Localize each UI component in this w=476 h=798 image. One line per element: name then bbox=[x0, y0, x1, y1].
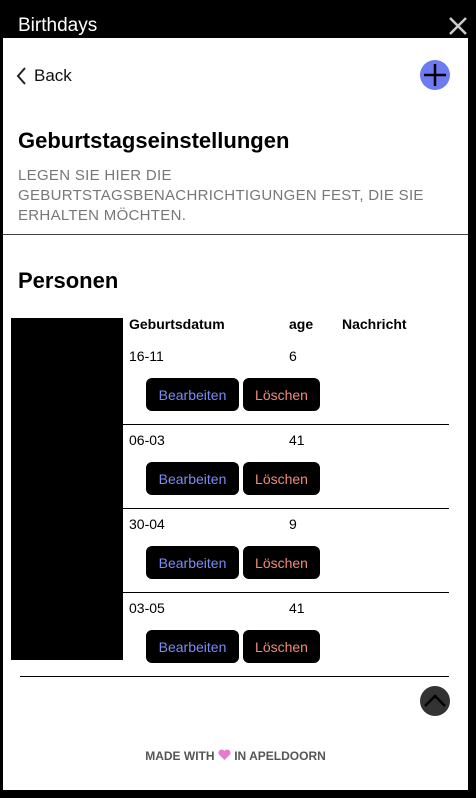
row-divider bbox=[20, 676, 449, 677]
close-button[interactable] bbox=[448, 16, 468, 36]
add-button[interactable] bbox=[419, 59, 451, 91]
footer-text: IN APELDOORN bbox=[234, 749, 326, 763]
edit-button[interactable]: Bearbeiten bbox=[146, 546, 239, 579]
delete-button[interactable]: Löschen bbox=[243, 546, 320, 579]
edit-button[interactable]: Bearbeiten bbox=[146, 630, 239, 663]
date-cell: 30-04 bbox=[129, 516, 165, 532]
row-divider bbox=[123, 508, 449, 509]
section-title: Personen bbox=[18, 268, 119, 293]
age-cell: 41 bbox=[289, 600, 305, 616]
footer: MADE WITH IN APELDOORN bbox=[3, 749, 468, 763]
column-header: Geburtsdatum bbox=[129, 316, 225, 332]
delete-button[interactable]: Löschen bbox=[243, 462, 320, 495]
divider bbox=[3, 234, 468, 235]
back-link[interactable]: Back bbox=[34, 66, 72, 85]
age-cell: 6 bbox=[289, 348, 297, 364]
edit-button[interactable]: Bearbeiten bbox=[146, 462, 239, 495]
redacted-names bbox=[11, 318, 123, 660]
heart-icon bbox=[218, 749, 231, 760]
window-title: Birthdays bbox=[18, 15, 98, 36]
column-header: Nachricht bbox=[342, 316, 407, 332]
delete-button[interactable]: Löschen bbox=[243, 378, 320, 411]
date-cell: 06-03 bbox=[129, 432, 165, 448]
people-table: Geburtsdatum age Nachricht 16-11 6 Bearbeiten… bbox=[3, 308, 468, 688]
column-header: age bbox=[289, 316, 314, 332]
back-icon[interactable] bbox=[15, 66, 29, 86]
footer-text: MADE WITH bbox=[145, 749, 215, 763]
scroll-top-button[interactable] bbox=[419, 685, 451, 717]
row-divider bbox=[123, 424, 449, 425]
row-divider bbox=[123, 592, 449, 593]
date-cell: 16-11 bbox=[129, 348, 164, 364]
date-cell: 03-05 bbox=[129, 600, 165, 616]
delete-button[interactable]: Löschen bbox=[243, 630, 320, 663]
age-cell: 41 bbox=[289, 432, 305, 448]
page-title: Geburtstagseinstellungen bbox=[18, 128, 290, 153]
page-subtitle: LEGEN SIE HIER DIE GEBURTSTAGSBENACHRICH… bbox=[18, 167, 424, 224]
panel: Back Geburtstagseinstellungen LEGEN SIE … bbox=[3, 38, 468, 790]
age-cell: 9 bbox=[289, 516, 297, 532]
edit-button[interactable]: Bearbeiten bbox=[146, 378, 239, 411]
